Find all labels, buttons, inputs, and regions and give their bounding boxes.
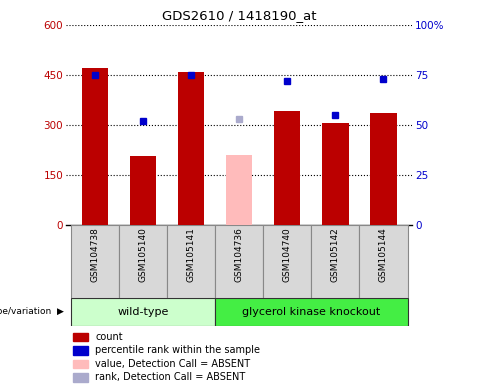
- Bar: [167, 225, 215, 298]
- Text: GSM105142: GSM105142: [331, 227, 340, 281]
- Bar: [71, 298, 215, 326]
- Bar: [215, 298, 407, 326]
- Bar: [263, 225, 311, 298]
- Bar: [322, 123, 348, 225]
- Bar: [274, 111, 301, 225]
- Bar: [71, 225, 119, 298]
- Bar: [73, 359, 88, 368]
- Bar: [360, 225, 407, 298]
- Text: GSM105144: GSM105144: [379, 227, 388, 281]
- Text: wild-type: wild-type: [117, 307, 168, 317]
- Text: glycerol kinase knockout: glycerol kinase knockout: [242, 307, 381, 317]
- Text: count: count: [95, 332, 123, 342]
- Text: percentile rank within the sample: percentile rank within the sample: [95, 345, 260, 356]
- Bar: [311, 225, 360, 298]
- Bar: [81, 68, 108, 225]
- Text: GSM105141: GSM105141: [186, 227, 196, 282]
- Title: GDS2610 / 1418190_at: GDS2610 / 1418190_at: [162, 9, 316, 22]
- Text: GSM104740: GSM104740: [283, 227, 292, 281]
- Bar: [370, 113, 397, 225]
- Bar: [73, 373, 88, 382]
- Text: GSM104736: GSM104736: [235, 227, 244, 282]
- Bar: [73, 346, 88, 355]
- Text: GSM105140: GSM105140: [139, 227, 147, 282]
- Bar: [215, 225, 263, 298]
- Bar: [73, 333, 88, 341]
- Text: rank, Detection Call = ABSENT: rank, Detection Call = ABSENT: [95, 372, 245, 382]
- Bar: [119, 225, 167, 298]
- Bar: [130, 156, 156, 225]
- Text: value, Detection Call = ABSENT: value, Detection Call = ABSENT: [95, 359, 250, 369]
- Bar: [178, 71, 204, 225]
- Bar: [226, 155, 252, 225]
- Text: GSM104738: GSM104738: [90, 227, 99, 282]
- Text: genotype/variation  ▶: genotype/variation ▶: [0, 308, 64, 316]
